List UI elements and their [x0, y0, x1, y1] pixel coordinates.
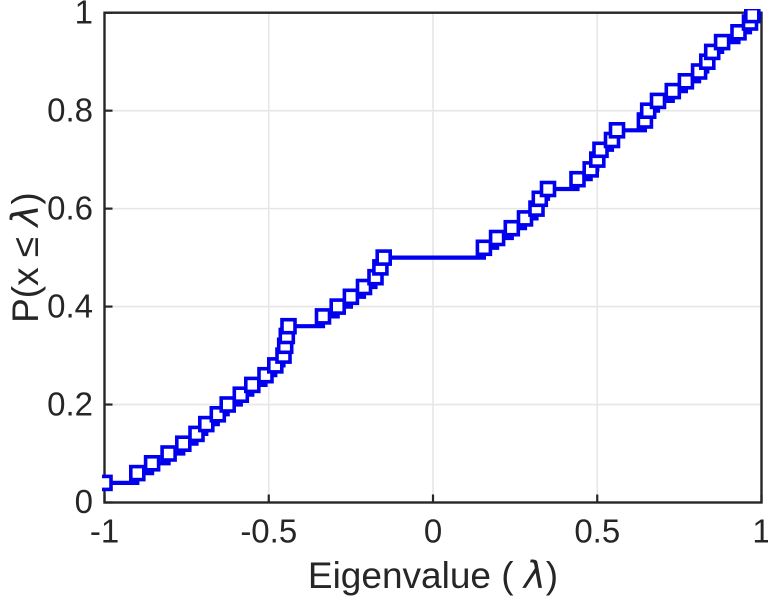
x-tick-label: 0	[424, 513, 442, 550]
square-marker	[743, 9, 761, 24]
y-tick-label: 0.2	[47, 385, 93, 422]
square-marker	[329, 298, 347, 315]
square-marker	[129, 464, 146, 482]
y-tick-label: 0	[75, 483, 93, 520]
square-marker	[219, 396, 236, 413]
ecdf-markers	[102, 9, 761, 492]
square-marker	[160, 445, 177, 462]
y-tick-label: 0.8	[47, 91, 93, 128]
square-marker	[503, 219, 521, 237]
x-tick-label: -1	[90, 513, 119, 550]
axis-ticks	[103, 11, 763, 504]
y-tick-label: 0.4	[47, 287, 93, 324]
square-marker	[143, 454, 161, 472]
x-tick-labels: -1 -0.5 0 0.5 1	[90, 513, 768, 550]
gridlines	[104, 12, 762, 503]
x-tick-label: 0.5	[574, 513, 620, 550]
square-marker	[649, 92, 667, 110]
y-tick-labels: 0 0.2 0.4 0.6 0.8 1	[47, 0, 93, 520]
x-axis-label: Eigenvalue ( λ)	[308, 554, 558, 597]
square-marker	[314, 308, 332, 325]
y-axis-label: P(x ≤ λ)	[4, 192, 47, 323]
square-marker	[713, 33, 731, 51]
square-marker	[280, 317, 297, 335]
square-marker	[677, 73, 695, 90]
square-marker	[488, 229, 506, 247]
square-marker	[608, 122, 626, 139]
square-marker	[539, 180, 557, 198]
square-marker	[475, 239, 493, 257]
y-tick-label: 0.6	[47, 189, 93, 226]
square-marker	[664, 82, 682, 100]
square-marker	[569, 170, 586, 188]
square-marker	[175, 435, 192, 453]
square-marker	[244, 376, 261, 394]
x-tick-label: -0.5	[240, 513, 297, 550]
x-tick-label: 1	[752, 513, 768, 550]
square-marker	[342, 288, 360, 306]
square-marker	[102, 474, 113, 492]
square-marker	[375, 249, 393, 266]
y-tick-label: 1	[75, 0, 93, 30]
